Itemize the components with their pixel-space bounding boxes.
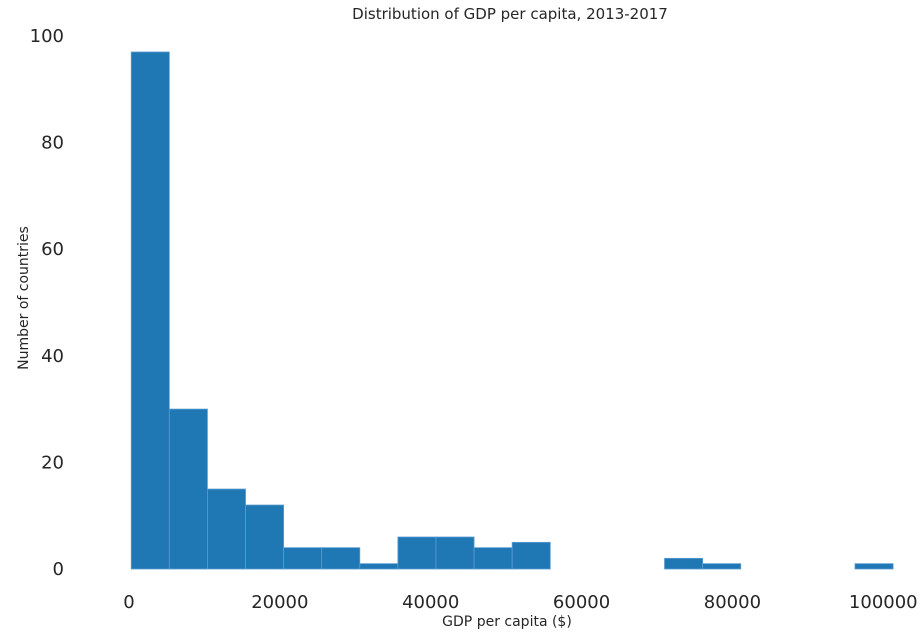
x-tick-label: 100000 [849, 592, 918, 613]
chart-title: Distribution of GDP per capita, 2013-201… [352, 5, 668, 23]
x-tick-label: 20000 [251, 592, 308, 613]
y-tick-label: 60 [41, 239, 64, 260]
histogram-bar [207, 488, 246, 570]
x-tick-labels: 0 20000 40000 60000 80000 100000 [123, 592, 917, 613]
histogram-bar [283, 547, 323, 570]
x-tick-label: 40000 [402, 592, 459, 613]
histogram-bar [321, 547, 361, 570]
x-tick-label: 60000 [553, 592, 610, 613]
y-axis-title: Number of countries [16, 226, 32, 370]
y-tick-label: 0 [53, 559, 64, 580]
y-tick-label: 40 [41, 346, 64, 367]
bars-group [130, 51, 894, 570]
histogram-bar [245, 504, 285, 570]
histogram-bar [511, 541, 551, 570]
histogram-bar [473, 547, 513, 570]
y-tick-label: 100 [30, 26, 64, 47]
y-tick-label: 20 [41, 452, 64, 473]
histogram-bar [664, 557, 704, 570]
histogram-bar [435, 536, 475, 570]
histogram-bar [854, 563, 894, 570]
x-axis-title: GDP per capita ($) [442, 614, 572, 630]
y-tick-label: 80 [41, 133, 64, 154]
y-tick-labels: 0 20 40 60 80 100 [30, 26, 64, 580]
x-tick-label: 80000 [704, 592, 761, 613]
histogram-bar [168, 408, 208, 570]
histogram-bar [702, 563, 742, 570]
histogram-bar [359, 563, 399, 570]
histogram-bar [130, 51, 170, 570]
histogram-bar [397, 536, 437, 570]
x-tick-label: 0 [123, 592, 134, 613]
